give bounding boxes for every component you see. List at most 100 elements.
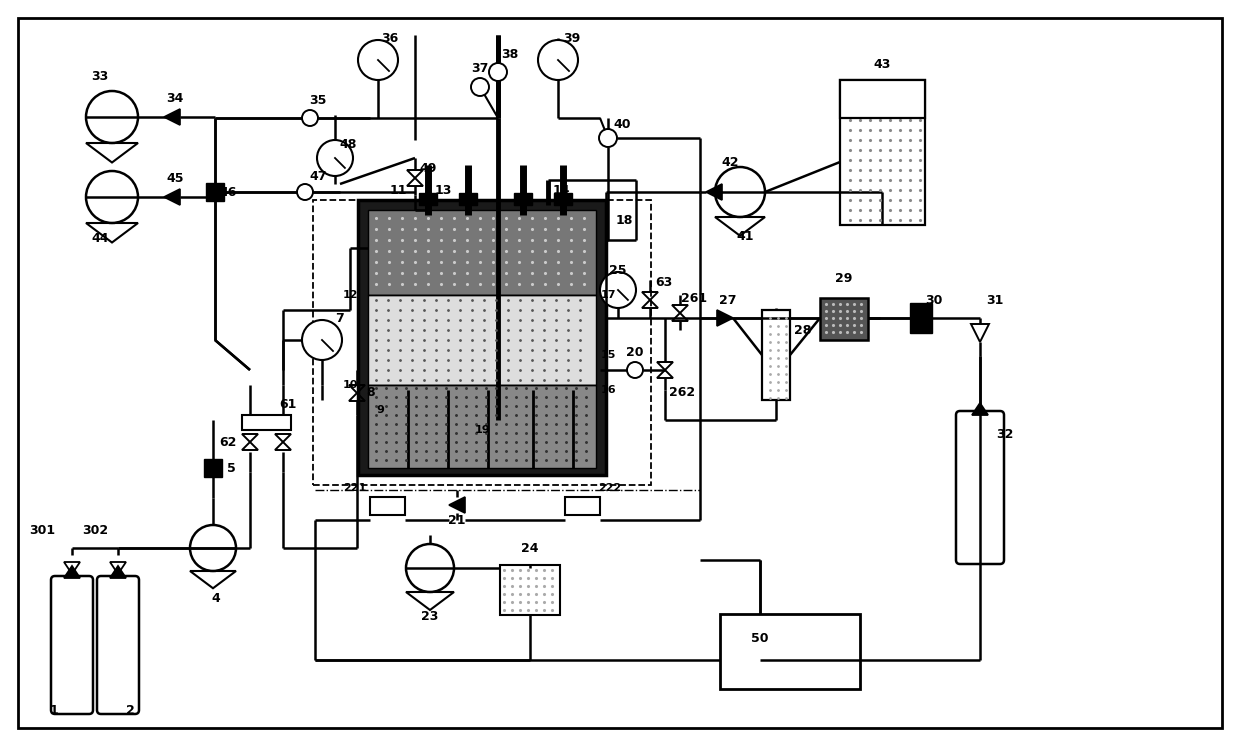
Circle shape	[358, 40, 398, 80]
Bar	[419, 193, 436, 205]
Bar	[368, 295, 596, 385]
Circle shape	[627, 362, 644, 378]
Text: 33: 33	[92, 71, 109, 84]
Polygon shape	[64, 566, 81, 578]
Bar	[839, 80, 925, 118]
Bar	[368, 210, 596, 295]
Text: 30: 30	[925, 293, 942, 307]
Text: 9: 9	[376, 405, 384, 415]
Bar	[500, 565, 560, 615]
Text: 7: 7	[336, 312, 345, 325]
Bar	[910, 303, 932, 333]
Text: 31: 31	[986, 293, 1003, 307]
Polygon shape	[164, 109, 180, 125]
Text: 39: 39	[563, 31, 580, 45]
Bar	[515, 193, 532, 205]
Text: 46: 46	[219, 186, 237, 198]
Text: 15: 15	[600, 350, 616, 360]
Text: 63: 63	[656, 277, 672, 289]
Text: 301: 301	[29, 524, 55, 536]
Text: 4: 4	[212, 592, 221, 604]
Text: 222: 222	[599, 483, 621, 493]
Text: 37: 37	[471, 61, 489, 75]
Text: 29: 29	[836, 272, 853, 284]
Text: 61: 61	[279, 398, 296, 412]
Polygon shape	[706, 184, 722, 200]
Bar	[839, 80, 925, 225]
Circle shape	[86, 171, 138, 223]
Polygon shape	[972, 403, 988, 415]
Text: 35: 35	[309, 93, 326, 107]
Circle shape	[190, 525, 236, 571]
Bar	[459, 193, 477, 205]
Text: 261: 261	[681, 292, 707, 304]
Bar	[206, 183, 224, 201]
Text: 40: 40	[614, 119, 631, 131]
FancyBboxPatch shape	[956, 411, 1004, 564]
Text: 44: 44	[92, 233, 109, 245]
Text: 32: 32	[996, 428, 1013, 442]
Text: 48: 48	[340, 139, 357, 151]
Text: 18: 18	[615, 213, 632, 227]
Text: 12: 12	[342, 290, 358, 300]
Text: 262: 262	[668, 386, 696, 400]
Text: 43: 43	[873, 58, 890, 72]
Text: 28: 28	[795, 324, 812, 336]
Text: 50: 50	[751, 632, 769, 645]
Text: 21: 21	[448, 513, 466, 527]
Text: 34: 34	[166, 93, 184, 105]
Text: 41: 41	[737, 231, 754, 243]
Polygon shape	[449, 497, 465, 513]
Text: 62: 62	[219, 436, 237, 448]
Text: 45: 45	[166, 172, 184, 186]
Text: 19: 19	[474, 425, 490, 435]
Bar	[358, 200, 606, 475]
Circle shape	[86, 91, 138, 143]
Circle shape	[317, 140, 353, 176]
Circle shape	[538, 40, 578, 80]
Text: 221: 221	[343, 483, 367, 493]
Text: 16: 16	[600, 385, 616, 395]
Circle shape	[298, 184, 312, 200]
Text: 20: 20	[626, 345, 644, 359]
Text: 8: 8	[367, 386, 376, 400]
Bar	[370, 497, 405, 515]
Bar	[554, 193, 572, 205]
Text: 24: 24	[521, 542, 538, 554]
Circle shape	[303, 320, 342, 360]
FancyBboxPatch shape	[97, 576, 139, 714]
Text: 42: 42	[722, 155, 739, 169]
Text: 47: 47	[309, 171, 327, 184]
Circle shape	[600, 272, 636, 308]
Circle shape	[715, 167, 765, 217]
Circle shape	[599, 129, 618, 147]
Text: 5: 5	[227, 462, 236, 474]
Bar	[565, 497, 600, 515]
Text: 10: 10	[342, 380, 357, 390]
Text: 38: 38	[501, 48, 518, 61]
Polygon shape	[971, 324, 990, 342]
Bar	[720, 614, 861, 689]
Circle shape	[471, 78, 489, 96]
Circle shape	[489, 63, 507, 81]
Polygon shape	[717, 310, 733, 326]
Text: 17: 17	[600, 290, 616, 300]
Text: 14: 14	[552, 184, 569, 196]
Bar	[205, 459, 222, 477]
FancyBboxPatch shape	[51, 576, 93, 714]
Circle shape	[405, 544, 454, 592]
Polygon shape	[110, 566, 126, 578]
Bar	[763, 310, 790, 400]
Text: 2: 2	[125, 703, 134, 716]
Bar	[242, 415, 291, 430]
Text: 36: 36	[382, 31, 398, 45]
Text: 11: 11	[389, 184, 407, 196]
Text: 23: 23	[422, 609, 439, 622]
Circle shape	[303, 110, 317, 126]
Text: 25: 25	[609, 263, 626, 277]
Text: 1: 1	[50, 703, 58, 716]
Bar	[312, 200, 651, 485]
Polygon shape	[164, 189, 180, 205]
Bar	[368, 385, 596, 468]
Bar	[820, 298, 868, 340]
